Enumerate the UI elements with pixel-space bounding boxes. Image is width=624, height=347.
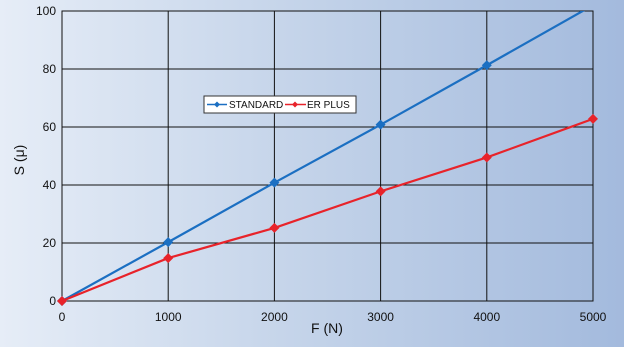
series-line-standard bbox=[62, 5, 593, 301]
legend-erplus-label: ER PLUS bbox=[307, 100, 350, 111]
x-axis-title: F (N) bbox=[311, 320, 343, 336]
data-point-er-plus bbox=[588, 114, 598, 124]
data-point-er-plus bbox=[57, 296, 67, 306]
y-tick-label: 100 bbox=[36, 4, 56, 18]
legend-standard-label: STANDARD bbox=[229, 100, 283, 111]
y-tick-label: 20 bbox=[43, 236, 57, 250]
x-tick-label: 2000 bbox=[261, 310, 288, 324]
series-line-er-plus bbox=[62, 119, 593, 301]
y-tick-label: 40 bbox=[43, 178, 57, 192]
legend: STANDARD ER PLUS bbox=[204, 96, 356, 113]
data-point-er-plus bbox=[482, 152, 492, 162]
data-point-standard bbox=[163, 237, 173, 247]
series-group bbox=[57, 5, 598, 306]
data-point-er-plus bbox=[269, 223, 279, 233]
y-axis-title: S (μ) bbox=[11, 145, 27, 176]
x-tick-label: 4000 bbox=[473, 310, 500, 324]
x-tick-label: 1000 bbox=[155, 310, 182, 324]
y-tick-label: 80 bbox=[43, 62, 57, 76]
x-tick-label: 0 bbox=[59, 310, 66, 324]
x-tick-label: 5000 bbox=[580, 310, 607, 324]
x-tick-label: 3000 bbox=[367, 310, 394, 324]
data-point-standard bbox=[376, 120, 386, 130]
y-tick-label: 60 bbox=[43, 120, 57, 134]
data-point-standard bbox=[269, 178, 279, 188]
data-point-er-plus bbox=[376, 186, 386, 196]
y-tick-label: 0 bbox=[49, 294, 56, 308]
data-point-er-plus bbox=[163, 253, 173, 263]
